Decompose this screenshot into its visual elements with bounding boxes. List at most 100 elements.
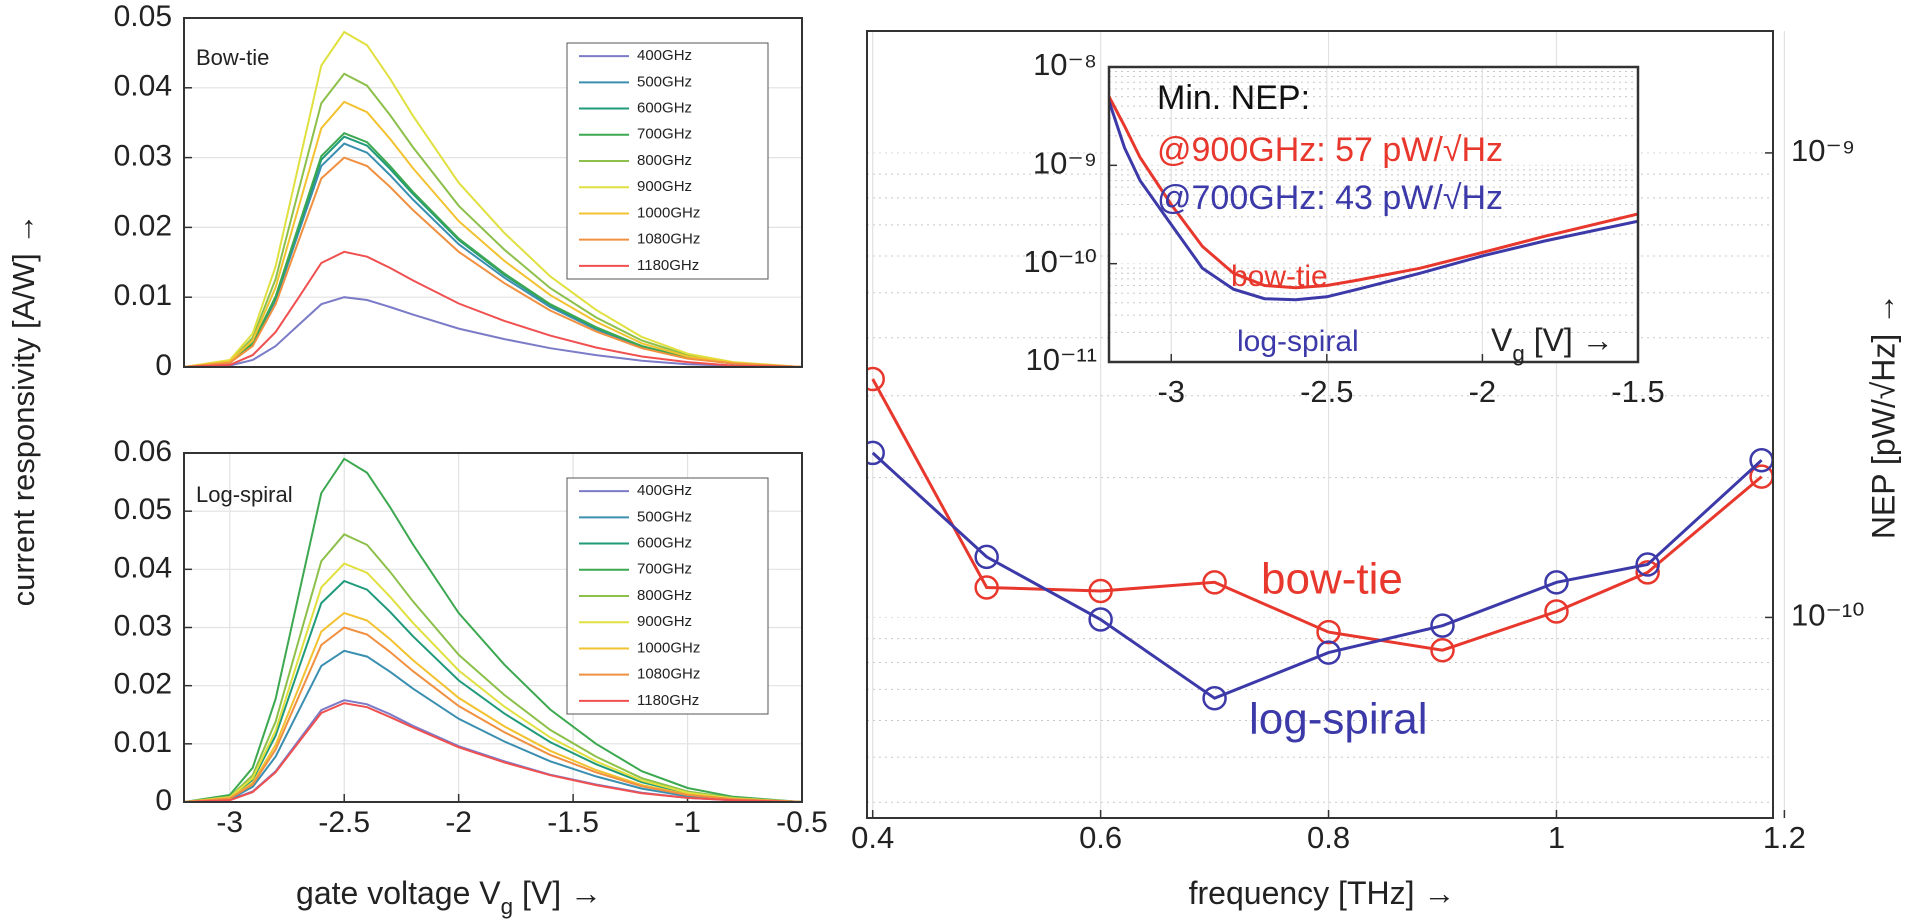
y-tick-label: 0	[155, 349, 172, 382]
x-tick-label: 0.4	[851, 820, 894, 855]
x-tick-label: -2	[1469, 374, 1497, 409]
x-tick-label: -0.5	[776, 806, 828, 839]
marker	[1430, 637, 1455, 663]
plot-area	[1109, 67, 1638, 362]
x-tick-label: 0.6	[1079, 820, 1122, 855]
annotation: Log-spiral	[196, 482, 293, 507]
y-tick-label: 0.02	[114, 209, 172, 242]
x-tick-label: 0.8	[1307, 820, 1350, 855]
x-axis-label-part: g	[501, 894, 513, 919]
x-axis-label-part: gate voltage V	[296, 875, 501, 911]
series-line	[184, 296, 802, 367]
axes-frame	[183, 17, 803, 368]
y-tick-label: 10⁻¹⁰	[1791, 598, 1865, 633]
series-line	[184, 533, 802, 802]
marker	[1544, 570, 1569, 595]
x-axis-label: gate voltage Vg [V] →	[296, 875, 602, 919]
legend-label: 500GHz	[637, 508, 692, 525]
y-tick-label: 10⁻⁹	[1791, 133, 1855, 168]
y-tick-label: 0.03	[114, 609, 172, 642]
series-group	[184, 30, 802, 367]
series-line	[871, 451, 1763, 700]
axes-frame	[866, 30, 1774, 819]
y-axis-label: NEP [pW/√Hz] →	[1865, 293, 1901, 539]
annotation: @700GHz: 43 pW/√Hz	[1157, 179, 1503, 217]
series-line	[184, 562, 802, 802]
marker	[1202, 685, 1227, 711]
x-tick-label: -2.5	[1300, 374, 1353, 409]
marker	[1316, 619, 1341, 645]
x-tick-label: -1	[674, 806, 701, 839]
y-tick-label: 0.02	[114, 668, 172, 701]
y-tick-label: 0.05	[114, 493, 172, 526]
series-line	[871, 378, 1763, 652]
series-line	[184, 579, 802, 802]
series-group	[867, 366, 1773, 711]
legend-label: 800GHz	[637, 587, 692, 604]
x-axis-label: frequency [THz] →	[1189, 875, 1456, 911]
legend-label: 1000GHz	[637, 204, 700, 221]
legend-label: 500GHz	[637, 73, 692, 90]
y-axis-label: current responsivity [A/W] →	[6, 214, 41, 607]
annotation: bow-tie	[1231, 260, 1328, 293]
series-line	[184, 702, 802, 802]
marker	[1635, 560, 1660, 585]
axes-frame	[183, 452, 803, 803]
y-tick-label: 0.05	[114, 0, 172, 33]
legend-label: 700GHz	[637, 126, 692, 143]
x-tick-label: -1.5	[1611, 374, 1664, 409]
marker	[974, 575, 999, 600]
x-axis-label-part: frequency [THz] →	[1189, 875, 1456, 911]
x-tick-label: -2	[445, 806, 472, 839]
y-tick-label: 0	[155, 784, 172, 817]
annotation: log-spiral	[1237, 325, 1359, 358]
x-tick-label: -1.5	[547, 806, 599, 839]
axes-frame	[1107, 65, 1640, 364]
series-line	[184, 132, 802, 367]
annotation: log-spiral	[1249, 695, 1428, 744]
y-tick-label: 0.03	[114, 140, 172, 173]
x-tick-label: -2.5	[318, 806, 370, 839]
y-tick-label: 10⁻¹¹	[1026, 342, 1098, 377]
series-line	[184, 156, 802, 367]
x-axis-label-part: g	[1512, 341, 1524, 366]
y-tick-label: 0.04	[114, 70, 172, 103]
series-line	[184, 250, 802, 367]
series-line	[184, 72, 802, 367]
y-tick-label: 10⁻¹⁰	[1023, 244, 1097, 279]
legend-label: 800GHz	[637, 152, 692, 169]
x-tick-label: 1.2	[1763, 820, 1806, 855]
marker	[1088, 607, 1113, 632]
y-tick-label: 10⁻⁹	[1033, 146, 1097, 181]
legend-label: 400GHz	[637, 482, 692, 499]
legend-label: 900GHz	[637, 613, 692, 630]
y-tick-label: 0.04	[114, 551, 172, 584]
legend-label: 600GHz	[637, 535, 692, 552]
series-line	[184, 100, 802, 367]
series-line	[184, 30, 802, 367]
marker	[1430, 613, 1455, 638]
x-axis-label-part: [V] →	[1525, 322, 1614, 358]
y-tick-label: 0.01	[114, 726, 172, 759]
x-tick-label: -3	[216, 806, 243, 839]
legend-label: 1180GHz	[637, 257, 699, 274]
annotation: Min. NEP:	[1157, 79, 1310, 117]
y-tick-label: 10⁻⁸	[1033, 47, 1097, 82]
legend-label: 1080GHz	[637, 666, 700, 683]
x-tick-label: 1	[1548, 820, 1565, 855]
marker	[867, 440, 885, 466]
series-line	[184, 649, 802, 802]
legend-label: 900GHz	[637, 178, 692, 195]
marker	[1202, 570, 1227, 595]
legend-label: 700GHz	[637, 561, 692, 578]
annotation: bow-tie	[1261, 555, 1403, 604]
y-tick-label: 0.01	[114, 279, 172, 312]
x-axis-label-part: V	[1491, 322, 1513, 358]
series-line	[184, 626, 802, 802]
marker	[1088, 578, 1113, 604]
marker	[1635, 552, 1660, 577]
marker	[1316, 640, 1341, 665]
x-tick-label: -3	[1157, 374, 1185, 409]
x-axis-label-part: [V] →	[513, 875, 602, 911]
